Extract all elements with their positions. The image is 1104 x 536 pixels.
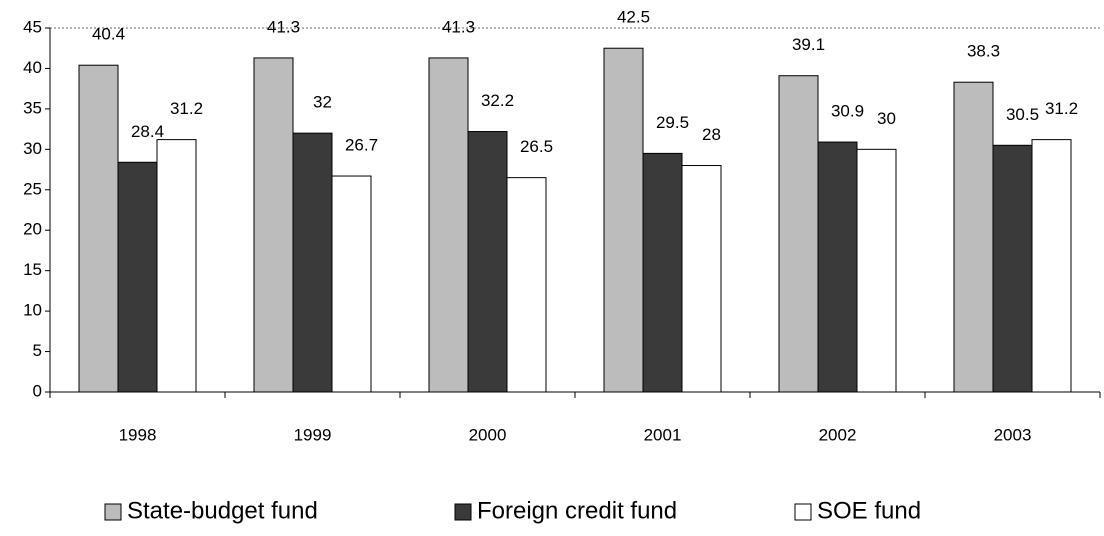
bar [117, 161, 158, 393]
y-tick-label: 30 [23, 139, 42, 158]
data-label: 26.7 [345, 136, 378, 155]
x-tick-label: 1999 [294, 425, 332, 444]
data-label: 38.3 [967, 42, 1000, 61]
data-label: 39.1 [792, 35, 825, 54]
bar [156, 139, 197, 393]
data-label: 32.2 [481, 91, 514, 110]
data-label: 41.3 [267, 17, 300, 36]
bar [467, 131, 508, 393]
x-tick-label: 2003 [994, 425, 1032, 444]
bar [817, 141, 858, 393]
bar [428, 57, 469, 393]
x-tick-label: 2000 [469, 425, 507, 444]
legend-label: State-budget fund [127, 497, 318, 524]
data-label: 30.5 [1006, 105, 1039, 124]
bar [856, 148, 897, 393]
bar [992, 144, 1033, 393]
bar [506, 177, 547, 393]
y-tick-label: 0 [33, 381, 42, 400]
bar [331, 175, 372, 393]
y-tick-label: 20 [23, 220, 42, 239]
data-label: 40.4 [92, 25, 125, 44]
bar [603, 47, 644, 393]
legend-swatch [794, 503, 812, 521]
data-label: 41.3 [442, 17, 475, 36]
x-tick-label: 2001 [644, 425, 682, 444]
legend-label: SOE fund [817, 497, 921, 524]
data-label: 26.5 [520, 137, 553, 156]
y-tick-label: 15 [23, 260, 42, 279]
bar [681, 165, 722, 393]
legend-label: Foreign credit fund [477, 497, 677, 524]
data-label: 31.2 [1045, 99, 1078, 118]
data-label: 30.9 [831, 102, 864, 121]
y-tick-label: 40 [23, 58, 42, 77]
data-label: 31.2 [170, 99, 203, 118]
legend: State-budget fund Foreign credit fund SOE … [104, 497, 921, 524]
x-tick-label: 2002 [819, 425, 857, 444]
bar [778, 75, 819, 393]
data-label: 28.4 [131, 122, 164, 141]
bar [253, 57, 294, 393]
y-tick-label: 10 [23, 301, 42, 320]
data-label: 28 [702, 125, 721, 144]
x-tick-label: 1998 [119, 425, 157, 444]
data-label: 42.5 [617, 8, 650, 27]
data-label: 29.5 [656, 113, 689, 132]
y-tick-label: 5 [33, 341, 42, 360]
legend-swatch [454, 503, 472, 521]
data-label: 30 [877, 109, 896, 128]
legend-swatch [104, 503, 122, 521]
bar [292, 132, 333, 393]
bar [1031, 139, 1072, 393]
bar [78, 64, 119, 393]
y-tick-label: 45 [23, 17, 42, 36]
bar [642, 152, 683, 393]
y-tick-label: 35 [23, 98, 42, 117]
bar [953, 81, 994, 393]
data-label: 32 [313, 93, 332, 112]
y-tick-label: 25 [23, 179, 42, 198]
